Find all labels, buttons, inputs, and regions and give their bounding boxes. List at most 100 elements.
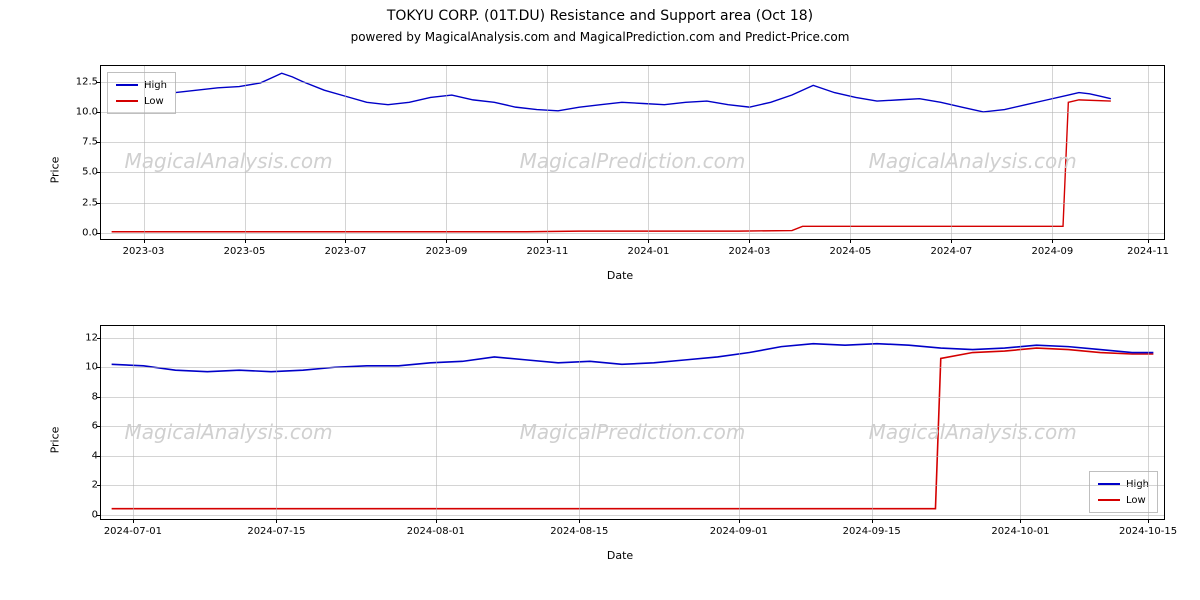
- xtick-mark: [245, 239, 246, 243]
- ytick-label: 0: [66, 509, 98, 520]
- main-title: TOKYU CORP. (01T.DU) Resistance and Supp…: [0, 8, 1200, 24]
- xtick-label: 2024-11: [1127, 246, 1169, 257]
- gridline-h: [101, 397, 1164, 398]
- xtick-label: 2024-01: [628, 246, 670, 257]
- xtick-mark: [739, 519, 740, 523]
- gridline-v: [749, 66, 750, 239]
- sub-title: powered by MagicalAnalysis.com and Magic…: [0, 30, 1200, 44]
- gridline-h: [101, 426, 1164, 427]
- xtick-label: 2024-10-01: [991, 526, 1049, 537]
- gridline-h: [101, 233, 1164, 234]
- gridline-h: [101, 82, 1164, 83]
- xtick-mark: [1148, 519, 1149, 523]
- gridline-v: [276, 326, 277, 519]
- xtick-mark: [345, 239, 346, 243]
- xtick-label: 2024-05: [830, 246, 872, 257]
- xtick-label: 2024-07-01: [104, 526, 162, 537]
- ytick-label: 7.5: [66, 137, 98, 148]
- ytick-label: 6: [66, 421, 98, 432]
- xtick-label: 2024-09-01: [710, 526, 768, 537]
- xtick-mark: [144, 239, 145, 243]
- xtick-mark: [446, 239, 447, 243]
- xtick-label: 2024-10-15: [1119, 526, 1177, 537]
- gridline-v: [1020, 326, 1021, 519]
- xtick-label: 2023-05: [224, 246, 266, 257]
- xtick-label: 2024-08-01: [407, 526, 465, 537]
- xtick-mark: [436, 519, 437, 523]
- xtick-mark: [872, 519, 873, 523]
- gridline-v: [1052, 66, 1053, 239]
- xlabel-bottom: Date: [607, 549, 633, 562]
- ytick-label: 10: [66, 362, 98, 373]
- ytick-label: 12: [66, 332, 98, 343]
- ylabel-top: Price: [49, 157, 62, 184]
- ytick-label: 8: [66, 391, 98, 402]
- ytick-label: 4: [66, 450, 98, 461]
- ytick-label: 12.5: [66, 76, 98, 87]
- gridline-h: [101, 456, 1164, 457]
- legend-label: Low: [144, 96, 164, 107]
- xtick-label: 2023-07: [325, 246, 367, 257]
- xtick-label: 2024-09: [1031, 246, 1073, 257]
- xtick-label: 2024-07-15: [247, 526, 305, 537]
- plot-area-top: HighLow 0.02.55.07.510.012.52023-032023-…: [100, 65, 1165, 240]
- gridline-h: [101, 112, 1164, 113]
- xtick-label: 2023-09: [426, 246, 468, 257]
- xtick-mark: [749, 239, 750, 243]
- gridline-v: [133, 326, 134, 519]
- gridline-v: [1148, 326, 1149, 519]
- gridline-v: [648, 66, 649, 239]
- ylabel-bottom: Price: [49, 427, 62, 454]
- xtick-mark: [1020, 519, 1021, 523]
- xtick-label: 2024-03: [729, 246, 771, 257]
- gridline-h: [101, 338, 1164, 339]
- gridline-h: [101, 485, 1164, 486]
- figure-container: TOKYU CORP. (01T.DU) Resistance and Supp…: [0, 0, 1200, 600]
- legend-row: Low: [116, 93, 167, 109]
- gridline-h: [101, 142, 1164, 143]
- xtick-label: 2024-07: [930, 246, 972, 257]
- legend-swatch: [1098, 499, 1120, 501]
- gridline-v: [872, 326, 873, 519]
- titles-block: TOKYU CORP. (01T.DU) Resistance and Supp…: [0, 0, 1200, 44]
- gridline-v: [739, 326, 740, 519]
- chart-panel-top: Price HighLow 0.02.55.07.510.012.52023-0…: [60, 60, 1180, 280]
- gridline-v: [1148, 66, 1149, 239]
- xtick-mark: [133, 519, 134, 523]
- series-line: [112, 73, 1111, 112]
- gridline-h: [101, 367, 1164, 368]
- xtick-label: 2024-08-15: [550, 526, 608, 537]
- ytick-label: 0.0: [66, 227, 98, 238]
- gridline-h: [101, 515, 1164, 516]
- gridline-v: [850, 66, 851, 239]
- legend-row: Low: [1098, 492, 1149, 508]
- legend-row: High: [116, 77, 167, 93]
- gridline-v: [951, 66, 952, 239]
- ytick-label: 10.0: [66, 106, 98, 117]
- gridline-v: [345, 66, 346, 239]
- xtick-mark: [547, 239, 548, 243]
- gridline-v: [547, 66, 548, 239]
- gridline-v: [446, 66, 447, 239]
- gridline-v: [144, 66, 145, 239]
- legend-row: High: [1098, 476, 1149, 492]
- legend-swatch: [116, 84, 138, 86]
- lines-svg-bottom: [101, 326, 1164, 519]
- ytick-label: 2.5: [66, 197, 98, 208]
- xtick-mark: [648, 239, 649, 243]
- ytick-label: 5.0: [66, 167, 98, 178]
- xtick-label: 2023-03: [123, 246, 165, 257]
- xtick-mark: [951, 239, 952, 243]
- xtick-mark: [1148, 239, 1149, 243]
- legend-label: Low: [1126, 495, 1146, 506]
- chart-panel-bottom: Price HighLow 0246810122024-07-012024-07…: [60, 320, 1180, 560]
- legend-swatch: [116, 100, 138, 102]
- xlabel-top: Date: [607, 269, 633, 282]
- xtick-mark: [1052, 239, 1053, 243]
- plot-area-bottom: HighLow 0246810122024-07-012024-07-15202…: [100, 325, 1165, 520]
- xtick-mark: [850, 239, 851, 243]
- legend-label: High: [1126, 479, 1149, 490]
- xtick-mark: [579, 519, 580, 523]
- xtick-label: 2023-11: [527, 246, 569, 257]
- xtick-mark: [276, 519, 277, 523]
